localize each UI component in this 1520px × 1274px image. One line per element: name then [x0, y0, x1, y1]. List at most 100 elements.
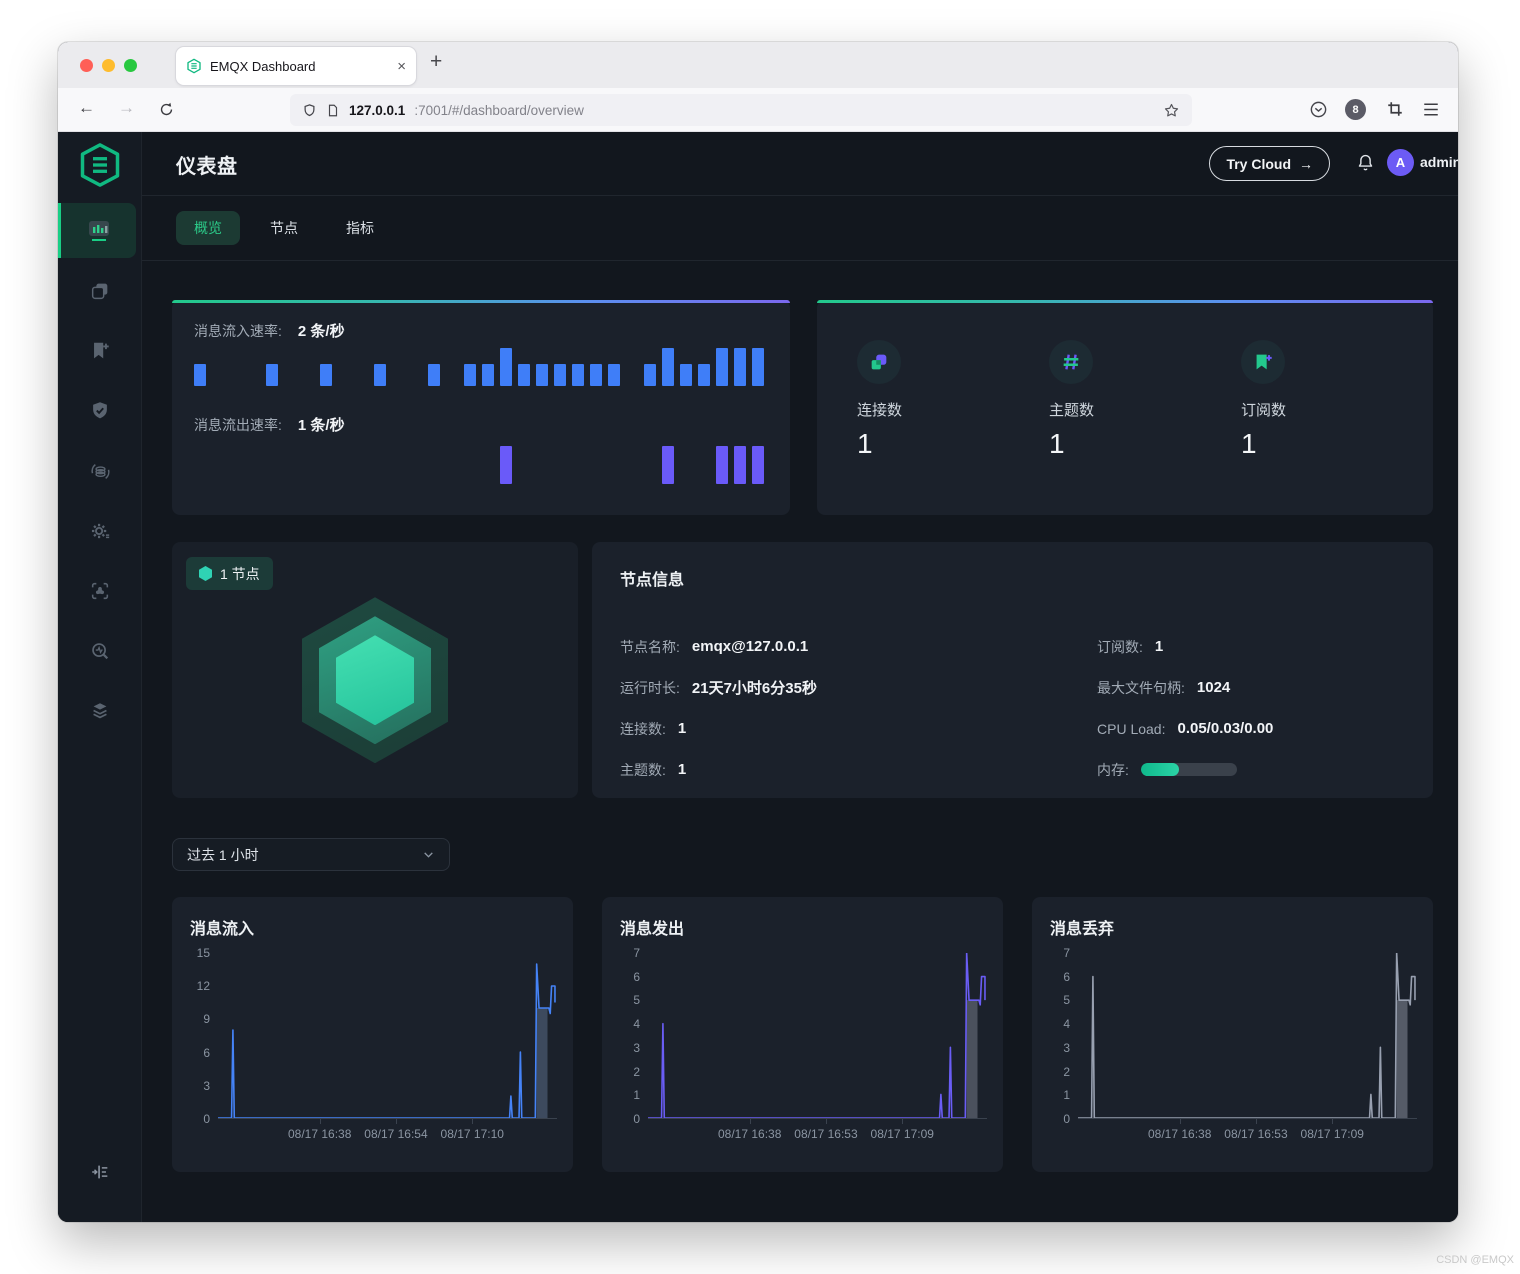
y-tick-label: 7	[633, 946, 640, 960]
max-fds-value: 1024	[1196, 679, 1231, 696]
x-axis: 08/17 16:38 08/17 16:53 08/17 17:09	[648, 1127, 987, 1143]
rate-bar	[320, 364, 332, 386]
rate-bar	[482, 364, 494, 386]
counters-card: 连接数 1 主题数	[817, 300, 1433, 515]
sidebar-item-connections[interactable]	[58, 269, 142, 313]
sidebar-item-diagnose[interactable]	[58, 629, 142, 673]
max-fds-label: 最大文件句柄:	[1097, 679, 1185, 696]
window-close-button[interactable]	[80, 59, 93, 72]
y-tick-label: 5	[1063, 993, 1070, 1008]
monitor-search-icon	[92, 643, 109, 660]
new-tab-button[interactable]: +	[430, 50, 443, 73]
time-range-select[interactable]: 过去 1 小时	[172, 838, 450, 871]
user-avatar[interactable]: A	[1387, 149, 1414, 176]
sidebar-collapse-button[interactable]	[58, 1150, 142, 1194]
rate-bar	[662, 446, 674, 484]
reload-icon[interactable]	[158, 101, 175, 118]
stat-label: 主题数	[1049, 402, 1095, 419]
node-info-title: 节点信息	[620, 572, 685, 589]
rate-bar	[716, 348, 728, 386]
x-tick-mark	[902, 1118, 904, 1124]
browser-toolbar: ← → 127.0.0.1:7001/#/dashboard/overview	[58, 88, 1458, 132]
extension-badge-icon[interactable]: 8	[1345, 99, 1366, 120]
rate-bar	[536, 364, 548, 386]
sidebar-item-dashboard[interactable]	[58, 203, 136, 258]
rate-bar	[734, 446, 746, 484]
tracking-shield-icon[interactable]	[302, 103, 317, 118]
window-zoom-button[interactable]	[124, 59, 137, 72]
browser-window: EMQX Dashboard × + ← → 127.0.0.1:7001/#/…	[58, 42, 1458, 1222]
node-count-label: 1 节点	[220, 565, 260, 582]
sidebar-item-subscriptions[interactable]	[58, 329, 142, 373]
sidebar-item-system[interactable]	[58, 689, 142, 733]
plot-area	[1078, 953, 1417, 1124]
y-tick-label: 2	[633, 1064, 640, 1079]
out-rate-value: 1 条/秒	[297, 417, 345, 434]
try-cloud-button[interactable]: Try Cloud →	[1209, 146, 1330, 181]
sidebar-item-data-integration[interactable]	[58, 449, 142, 493]
rate-bar	[554, 364, 566, 386]
username[interactable]: admin	[1420, 154, 1458, 170]
x-tick-label: 08/17 16:38	[1147, 1127, 1212, 1141]
rate-bar	[266, 364, 278, 386]
topics-label: 主题数:	[620, 761, 666, 778]
back-icon[interactable]: ←	[78, 98, 95, 117]
memory-fill	[1140, 763, 1180, 776]
connections-label: 连接数:	[620, 720, 666, 737]
stat-topics: 主题数 1	[1049, 340, 1241, 460]
sidebar-item-access-control[interactable]	[58, 389, 142, 433]
stat-value: 1	[1049, 428, 1065, 459]
x-tick-label: 08/17 16:53	[794, 1127, 858, 1141]
rate-bar	[608, 364, 620, 386]
main-area: 仪表盘 Try Cloud → A admin 概览 节点 指标	[142, 132, 1458, 1222]
y-tick-label: 4	[1063, 1017, 1070, 1032]
stat-connections: 连接数 1	[857, 340, 1049, 460]
shield-check-icon	[93, 402, 107, 419]
tab-overview[interactable]: 概览	[176, 211, 240, 245]
y-tick-label: 1	[633, 1088, 640, 1103]
gradient-border	[172, 300, 790, 303]
out-rate-label: 消息流出速率:	[194, 417, 282, 433]
y-tick-label: 9	[203, 1012, 210, 1027]
node-count-badge[interactable]: 1 节点	[186, 557, 273, 590]
url-path: :7001/#/dashboard/overview	[414, 102, 584, 118]
cpu-load-value: 0.05/0.03/0.00	[1177, 720, 1274, 737]
tab-close-icon[interactable]: ×	[397, 57, 406, 75]
connections-copy-icon	[91, 283, 108, 300]
window-minimize-button[interactable]	[102, 59, 115, 72]
tab-metrics[interactable]: 指标	[346, 220, 374, 236]
browser-tab[interactable]: EMQX Dashboard ×	[176, 47, 416, 85]
connections-icon	[871, 354, 887, 370]
rate-bar	[500, 348, 512, 386]
gear-icon	[91, 523, 110, 539]
menu-icon[interactable]	[1422, 102, 1440, 117]
x-tick-label: 08/17 16:38	[287, 1127, 352, 1141]
subscriptions-icon	[1256, 354, 1272, 370]
y-axis: 7 6 5 4 3 2 1 0	[610, 946, 640, 1126]
uptime-value: 21天7小时6分35秒	[691, 680, 817, 697]
y-tick-label: 0	[203, 1112, 210, 1126]
node-info-card: 节点信息 节点名称: emqx@127.0.0.1 运行时长: 21天7小时6分35…	[592, 542, 1433, 798]
sidebar-item-management[interactable]	[58, 509, 142, 553]
x-tick-label: 08/17 16:53	[1224, 1127, 1288, 1141]
browser-tabstrip: EMQX Dashboard × +	[58, 42, 1458, 88]
pocket-icon[interactable]	[1309, 100, 1328, 119]
star-icon[interactable]	[1163, 102, 1180, 119]
y-axis: 15 12 9 6 3 0	[180, 946, 210, 1126]
page-icon[interactable]	[326, 103, 340, 118]
tab-nodes[interactable]: 节点	[270, 220, 298, 236]
notifications-bell-icon[interactable]	[1355, 152, 1376, 174]
forward-icon[interactable]: →	[118, 98, 135, 117]
rate-bar	[644, 364, 656, 386]
y-tick-label: 0	[633, 1112, 640, 1126]
url-bar[interactable]: 127.0.0.1:7001/#/dashboard/overview	[290, 94, 1192, 126]
chart-title: 消息发出	[620, 921, 685, 938]
x-tick-label: 08/17 16:54	[364, 1127, 428, 1141]
screenshot-crop-icon[interactable]	[1386, 100, 1404, 118]
subs-value: 1	[1154, 638, 1164, 655]
sidebar-item-extensions[interactable]	[58, 569, 142, 613]
page-title: 仪表盘	[176, 156, 238, 178]
y-tick-label: 3	[1063, 1040, 1070, 1055]
x-axis: 08/17 16:38 08/17 16:53 08/17 17:09	[1078, 1127, 1417, 1143]
